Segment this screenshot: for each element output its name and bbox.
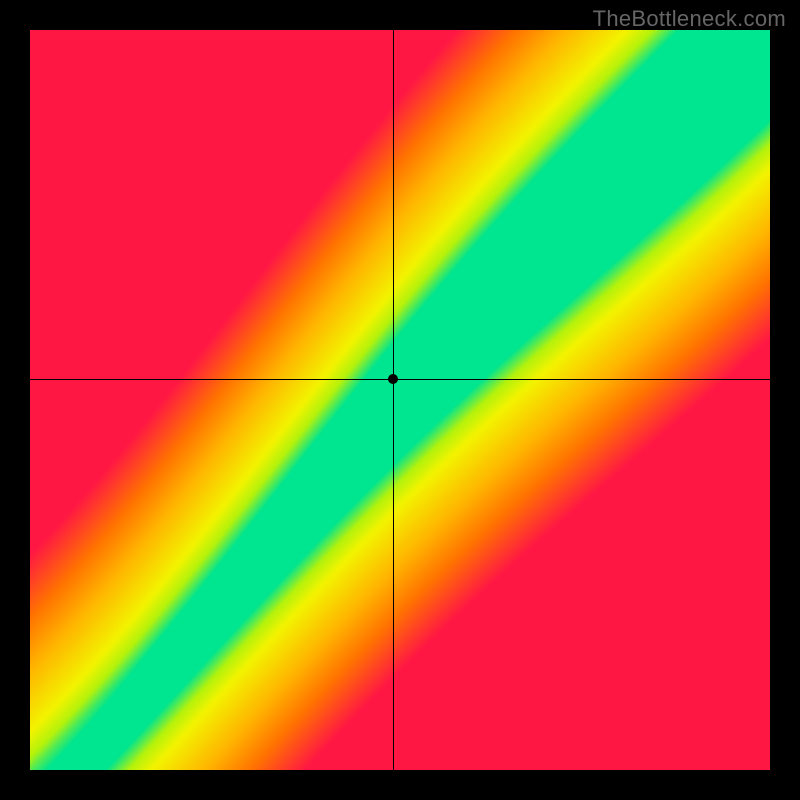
chart-container: TheBottleneck.com: [0, 0, 800, 800]
watermark-text: TheBottleneck.com: [593, 6, 786, 32]
crosshair-horizontal: [30, 379, 770, 380]
plot-area: [30, 30, 770, 770]
heatmap-canvas: [30, 30, 770, 770]
crosshair-marker-dot: [388, 374, 398, 384]
crosshair-vertical: [393, 30, 394, 770]
